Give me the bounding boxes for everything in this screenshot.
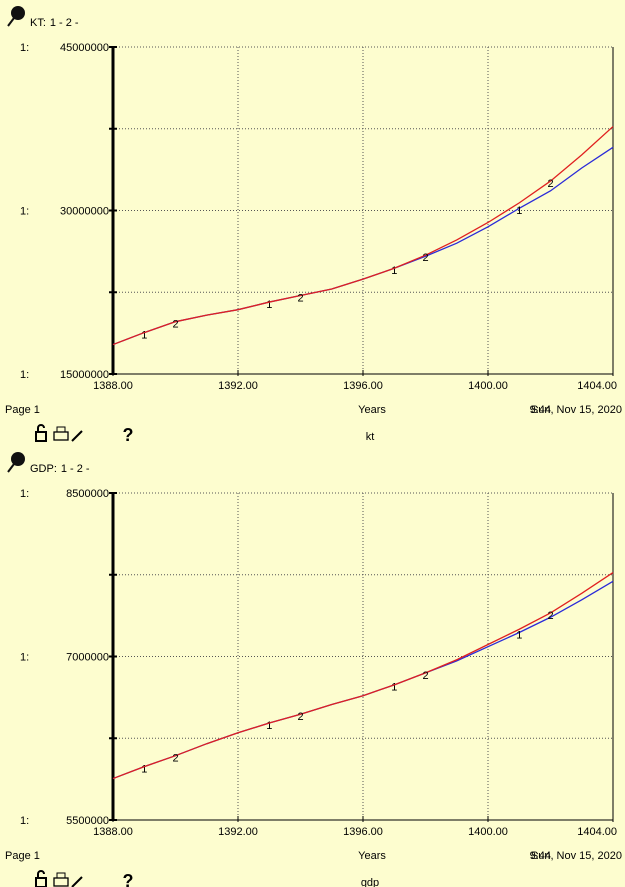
y-axis-prefix: 1: [20,369,29,381]
footer-name: kt [366,431,375,443]
x-axis-label: Years [358,850,386,862]
x-tick-label: 1396.00 [343,826,383,838]
print-icon-paper[interactable] [56,426,66,433]
line-marker-label: 2 [297,711,303,723]
time-label: 9:44 [530,404,551,416]
line-marker-label: 2 [297,292,303,304]
wand-icon[interactable] [71,876,83,887]
legend-entry: 1 [61,463,67,475]
line-marker-label: 1 [266,299,272,311]
legend-separator: - [59,17,63,29]
y-axis-prefix: 1: [20,205,29,217]
legend-separator: - [75,17,79,29]
legend-entry: 1 [50,17,56,29]
x-tick-label: 1404.00 [577,380,617,392]
y-axis-prefix: 1: [20,651,29,663]
series-line [112,572,614,780]
y-axis-prefix: 1: [20,42,29,54]
x-tick-label: 1388.00 [93,826,133,838]
help-icon[interactable]: ? [123,425,134,445]
lock-shackle[interactable] [37,870,45,878]
y-tick-label: 8500000 [66,488,109,500]
chart-title: GDP: [30,463,57,475]
chart-title: KT: [30,17,46,29]
line-marker-label: 2 [172,319,178,331]
legend-separator: - [70,463,74,475]
line-marker-label: 1 [516,205,522,217]
y-tick-label: 30000000 [60,205,109,217]
line-marker-label: 1 [516,629,522,641]
print-icon[interactable] [53,431,69,441]
lock-icon[interactable] [35,431,47,442]
legend-separator: - [86,463,90,475]
lock-shackle[interactable] [37,424,45,432]
y-tick-label: 5500000 [66,815,109,827]
y-tick-label: 15000000 [60,369,109,381]
line-marker-label: 1 [141,763,147,775]
x-axis-label: Years [358,404,386,416]
wand-icon[interactable] [71,430,83,442]
x-tick-label: 1396.00 [343,380,383,392]
legend-entry: 2 [66,17,72,29]
help-icon[interactable]: ? [123,871,134,887]
x-tick-label: 1400.00 [468,380,508,392]
y-axis-prefix: 1: [20,488,29,500]
line-marker-label: 2 [547,610,553,622]
line-marker-label: 1 [266,720,272,732]
line-marker-label: 1 [141,329,147,341]
line-marker-label: 2 [547,178,553,190]
pin-icon-stem [7,17,15,27]
line-marker-label: 1 [391,265,397,277]
page-label: Page 1 [5,850,40,862]
line-marker-label: 2 [422,252,428,264]
pin-icon [11,452,25,466]
legend-entry: 2 [77,463,83,475]
date-label: Sun, Nov 15, 2020 [531,404,622,416]
x-tick-label: 1392.00 [218,826,258,838]
line-marker-label: 1 [391,682,397,694]
print-icon-paper[interactable] [56,872,66,879]
page-label: Page 1 [5,404,40,416]
line-marker-label: 2 [422,670,428,682]
x-tick-label: 1404.00 [577,826,617,838]
y-tick-label: 7000000 [66,651,109,663]
lock-icon[interactable] [35,877,47,887]
y-tick-label: 45000000 [60,42,109,54]
y-axis-prefix: 1: [20,815,29,827]
date-label: Sun, Nov 15, 2020 [531,850,622,862]
time-label: 9:44 [530,850,551,862]
x-tick-label: 1388.00 [93,380,133,392]
pin-icon-stem [7,463,15,473]
pin-icon [11,6,25,20]
x-tick-label: 1392.00 [218,380,258,392]
series-line [112,126,614,346]
line-marker-label: 2 [172,753,178,765]
x-tick-label: 1400.00 [468,826,508,838]
footer-name: gdp [361,877,379,887]
print-icon[interactable] [53,877,69,887]
